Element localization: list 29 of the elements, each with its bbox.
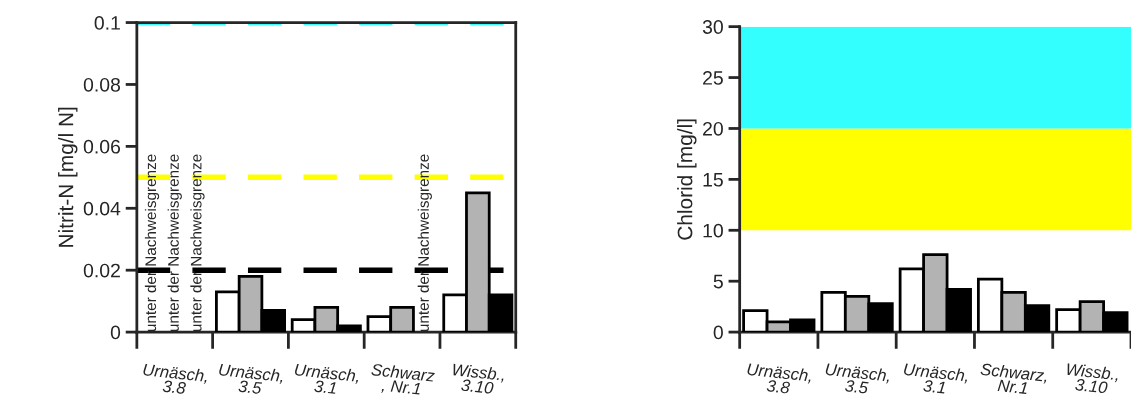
y-tick-label: 0.04 <box>83 201 121 216</box>
annotation: unter der Nachweisgrenze <box>144 154 160 332</box>
x-tick-label: Schwarz , Nr.1 <box>371 363 436 397</box>
x-tick-label: Wissb., 3.10 <box>1066 362 1119 394</box>
x-tick-label: Urnäsch, 3.5 <box>825 362 890 394</box>
y-tick-label: 10 <box>703 223 723 238</box>
x-tick-label: Urnäsch, 3.1 <box>294 363 360 395</box>
y-tick-label: 0.1 <box>94 16 120 30</box>
x-tick-label: Schwarz, Nr.1 <box>980 362 1048 394</box>
y-tick-label: 0 <box>713 325 723 340</box>
y-tick-label: 15 <box>703 173 723 187</box>
y-tick-label: 25 <box>703 71 723 85</box>
x-tick-label: Urnäsch, 3.5 <box>218 363 284 395</box>
annotation: unter der Nachweisgrenze <box>167 154 182 332</box>
annotation: unter der Nachweisgrenze <box>417 154 432 332</box>
y-tick-label: 0.02 <box>83 263 120 278</box>
y-tick-label: 5 <box>713 274 723 289</box>
y-tick-label: 20 <box>703 121 723 136</box>
y-axis-title: Nitrit-N [mg/l N] <box>58 107 78 247</box>
y-tick-label: 0 <box>110 325 121 340</box>
annotation: unter der Nachweisgrenze <box>190 154 205 332</box>
y-tick-label: 30 <box>702 20 723 34</box>
x-tick-label: Wissb., 3.10 <box>452 363 505 395</box>
x-tick-label: Urnäsch, 3.8 <box>142 363 208 395</box>
x-tick-label: Urnäsch, 3.1 <box>903 362 969 394</box>
x-tick-label: Urnäsch, 3.8 <box>746 362 812 394</box>
y-tick-label: 0.08 <box>83 77 121 92</box>
y-axis-title: Chlorid [mg/l] <box>677 119 697 240</box>
y-tick-label: 0.06 <box>83 139 121 154</box>
